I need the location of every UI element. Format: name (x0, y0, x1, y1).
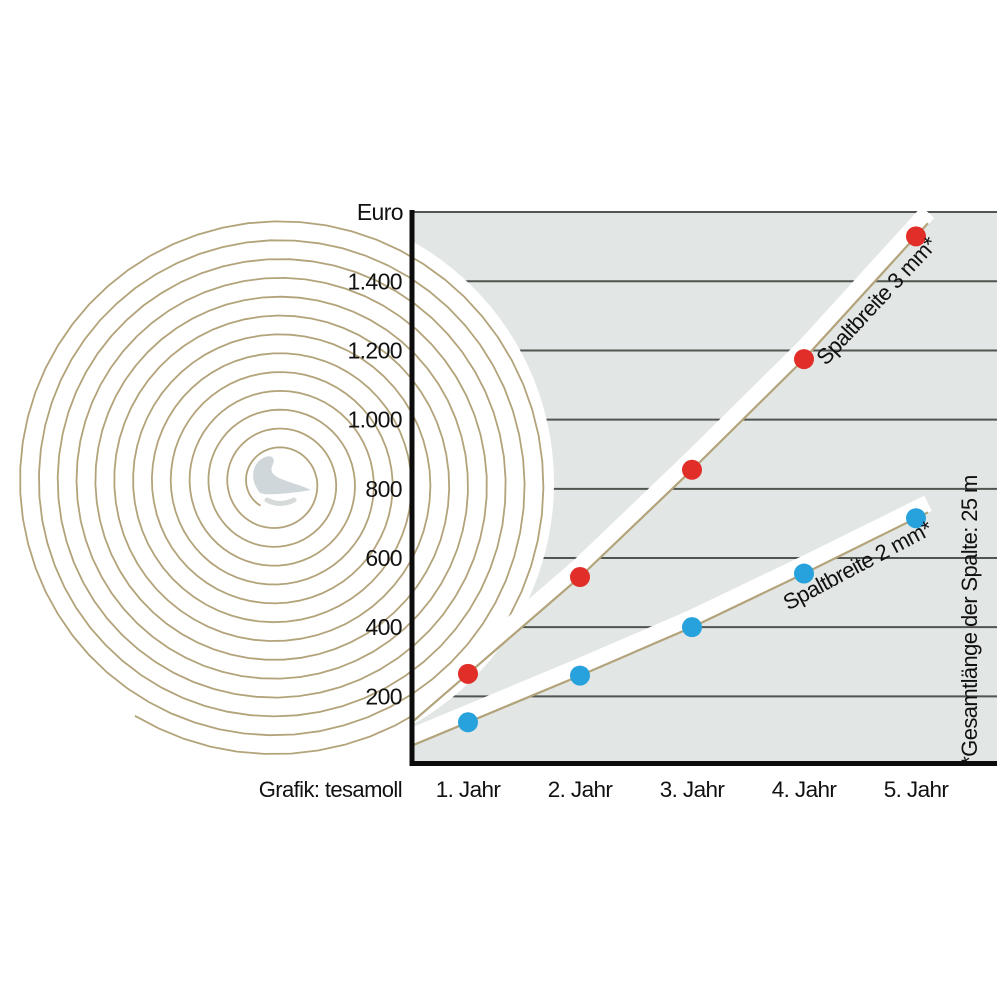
x-tick-label: 4. Jahr (772, 777, 838, 802)
series-2mm (407, 495, 932, 748)
x-tick-label: 1. Jahr (436, 777, 502, 802)
y-tick-label: 800 (365, 476, 402, 502)
data-point (570, 567, 590, 588)
footnote-gap-length: *Gesamtlänge der Spalte: 25 m (957, 475, 982, 765)
x-tick-label: 2. Jahr (548, 777, 614, 802)
data-point (682, 459, 702, 480)
y-tick-labels: 1.400 1.200 1.000 800 600 400 200 (347, 268, 402, 709)
tesamoll-roll-illustration (0, 206, 554, 760)
data-series (405, 206, 935, 748)
series-3mm (405, 206, 935, 724)
x-tick-labels: 1. Jahr 2. Jahr 3. Jahr 4. Jahr 5. Jahr (436, 777, 950, 802)
y-axis-line (409, 210, 415, 766)
y-tick-label: 1.200 (347, 337, 402, 363)
y-tick-label: 400 (365, 614, 402, 640)
roll-spiral-rings (19, 220, 545, 755)
y-tick-label: 200 (365, 683, 402, 709)
roll-curl-shadow-arc (264, 497, 297, 506)
x-tick-label: 5. Jahr (884, 777, 950, 802)
y-tick-label: 1.000 (347, 407, 402, 433)
data-point (682, 617, 702, 638)
data-point (458, 663, 478, 684)
data-point (906, 226, 926, 247)
y-axis-title: Euro (357, 199, 403, 225)
x-tick-label: 3. Jahr (660, 777, 726, 802)
credit-label: Grafik: tesamoll (259, 777, 402, 802)
y-tick-label: 600 (365, 545, 402, 571)
x-axis-line (409, 761, 997, 766)
series-band (405, 206, 935, 719)
data-point (794, 349, 814, 370)
roll-spiral-path (19, 220, 545, 755)
data-point (570, 665, 590, 686)
roll-tape-end-curl (253, 456, 311, 495)
y-tick-label: 1.400 (347, 268, 402, 294)
data-point (906, 508, 926, 529)
data-point (794, 563, 814, 584)
data-point (458, 712, 478, 733)
